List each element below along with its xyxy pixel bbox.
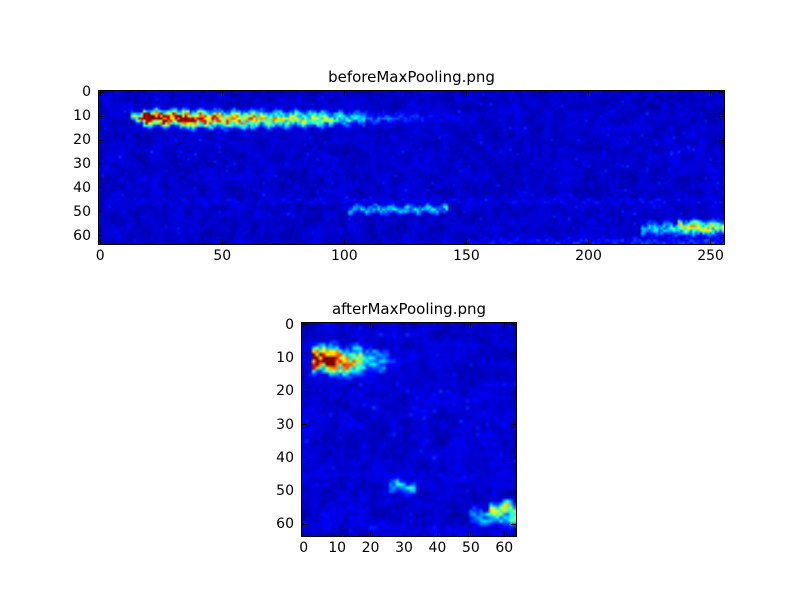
x-tick-label: 20 — [361, 540, 380, 556]
x-tick-label: 10 — [328, 540, 347, 556]
x-tick-label: 0 — [95, 248, 105, 264]
before-maxpooling-heatmap — [99, 91, 724, 244]
y-tick-label: 40 — [73, 179, 91, 196]
after-maxpooling-heatmap — [302, 323, 516, 536]
y-tick-label: 30 — [73, 155, 91, 172]
after-maxpooling-plot: afterMaxPooling.png 0 10 20 30 40 50 60 0 10 20 30… — [276, 300, 517, 556]
y-tick-label: 30 — [276, 416, 294, 433]
x-tick-label: 0 — [299, 540, 309, 556]
x-tick-label: 100 — [330, 248, 358, 264]
x-tick-label: 40 — [428, 540, 447, 556]
x-tick-label: 50 — [461, 540, 480, 556]
y-tick-label: 0 — [82, 84, 91, 101]
plot-title-before: beforeMaxPooling.png — [328, 68, 495, 86]
x-tick-label: 50 — [213, 248, 232, 264]
y-tick-label: 0 — [285, 316, 294, 333]
before-maxpooling-plot: beforeMaxPooling.png 0 50 100 150 200 250 0 10 2… — [73, 68, 725, 264]
x-tick-label: 60 — [495, 540, 514, 556]
y-tick-label: 10 — [276, 349, 294, 366]
x-tick-label: 150 — [453, 248, 480, 264]
y-tick-label: 60 — [276, 516, 294, 533]
y-tick-label: 60 — [73, 227, 91, 244]
x-tick-label: 200 — [575, 248, 602, 264]
y-tick-label: 10 — [73, 108, 91, 125]
y-tick-label: 40 — [276, 449, 294, 466]
plot-title-after: afterMaxPooling.png — [331, 300, 487, 318]
y-tick-label: 20 — [276, 383, 294, 400]
y-tick-label: 20 — [73, 132, 91, 148]
y-tick-label: 50 — [276, 483, 294, 500]
x-tick-label: 250 — [697, 248, 724, 264]
y-tick-label: 50 — [73, 203, 91, 220]
x-tick-label: 30 — [395, 540, 413, 556]
